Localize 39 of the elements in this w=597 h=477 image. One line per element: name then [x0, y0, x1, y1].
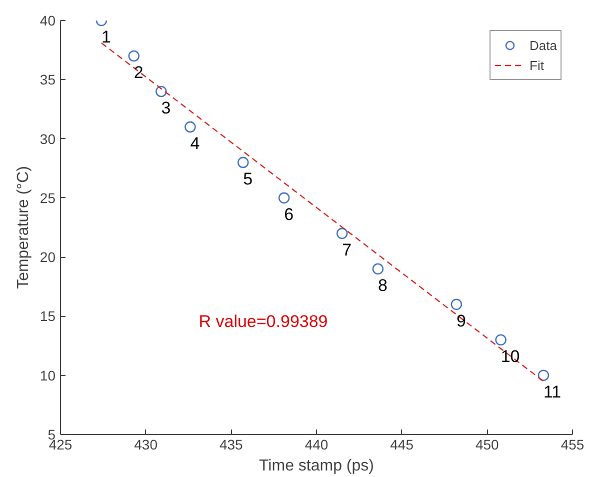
annotation: 4 — [190, 134, 200, 153]
x-tick-label: 455 — [560, 436, 584, 452]
y-tick-label: 35 — [40, 72, 56, 88]
annotation: 5 — [243, 169, 253, 188]
point — [156, 86, 167, 98]
x-tick-label: 440 — [304, 436, 328, 452]
y-tick-label: 30 — [40, 130, 56, 147]
annotation: R value=0.99389 — [198, 312, 328, 331]
annotation: 7 — [342, 240, 352, 260]
point — [538, 370, 550, 381]
x-tick-label: 445 — [390, 436, 414, 452]
y-tick-label: 15 — [40, 308, 56, 324]
x-tick-label: 435 — [219, 436, 244, 452]
annotation: 10 — [500, 346, 520, 366]
y-tick-label: 20 — [40, 249, 56, 266]
x-tick-label: 430 — [134, 436, 158, 452]
point — [336, 228, 348, 240]
point — [278, 192, 290, 204]
annotation: 2 — [134, 62, 144, 82]
x-tick-label: 450 — [475, 436, 500, 452]
y-tick-label: 10 — [40, 367, 56, 384]
point — [128, 50, 140, 62]
legend-label: Fit — [530, 58, 545, 72]
y-axis-title: Temperature (°C) — [14, 166, 32, 289]
point — [372, 263, 384, 275]
legend-label: Data — [530, 38, 557, 52]
annotation: 6 — [284, 204, 294, 224]
point — [184, 121, 196, 133]
point — [450, 298, 462, 310]
annotation: 9 — [456, 311, 466, 330]
point — [237, 156, 249, 168]
point — [495, 334, 506, 346]
annotation: 11 — [543, 382, 562, 402]
y-tick-label: 25 — [40, 190, 56, 206]
annotation: 8 — [378, 276, 388, 295]
x-axis-title: Time stamp (ps) — [259, 458, 374, 474]
y-tick-label: 40 — [40, 12, 56, 28]
annotation: 3 — [161, 98, 171, 118]
annotation: 1 — [101, 28, 111, 46]
